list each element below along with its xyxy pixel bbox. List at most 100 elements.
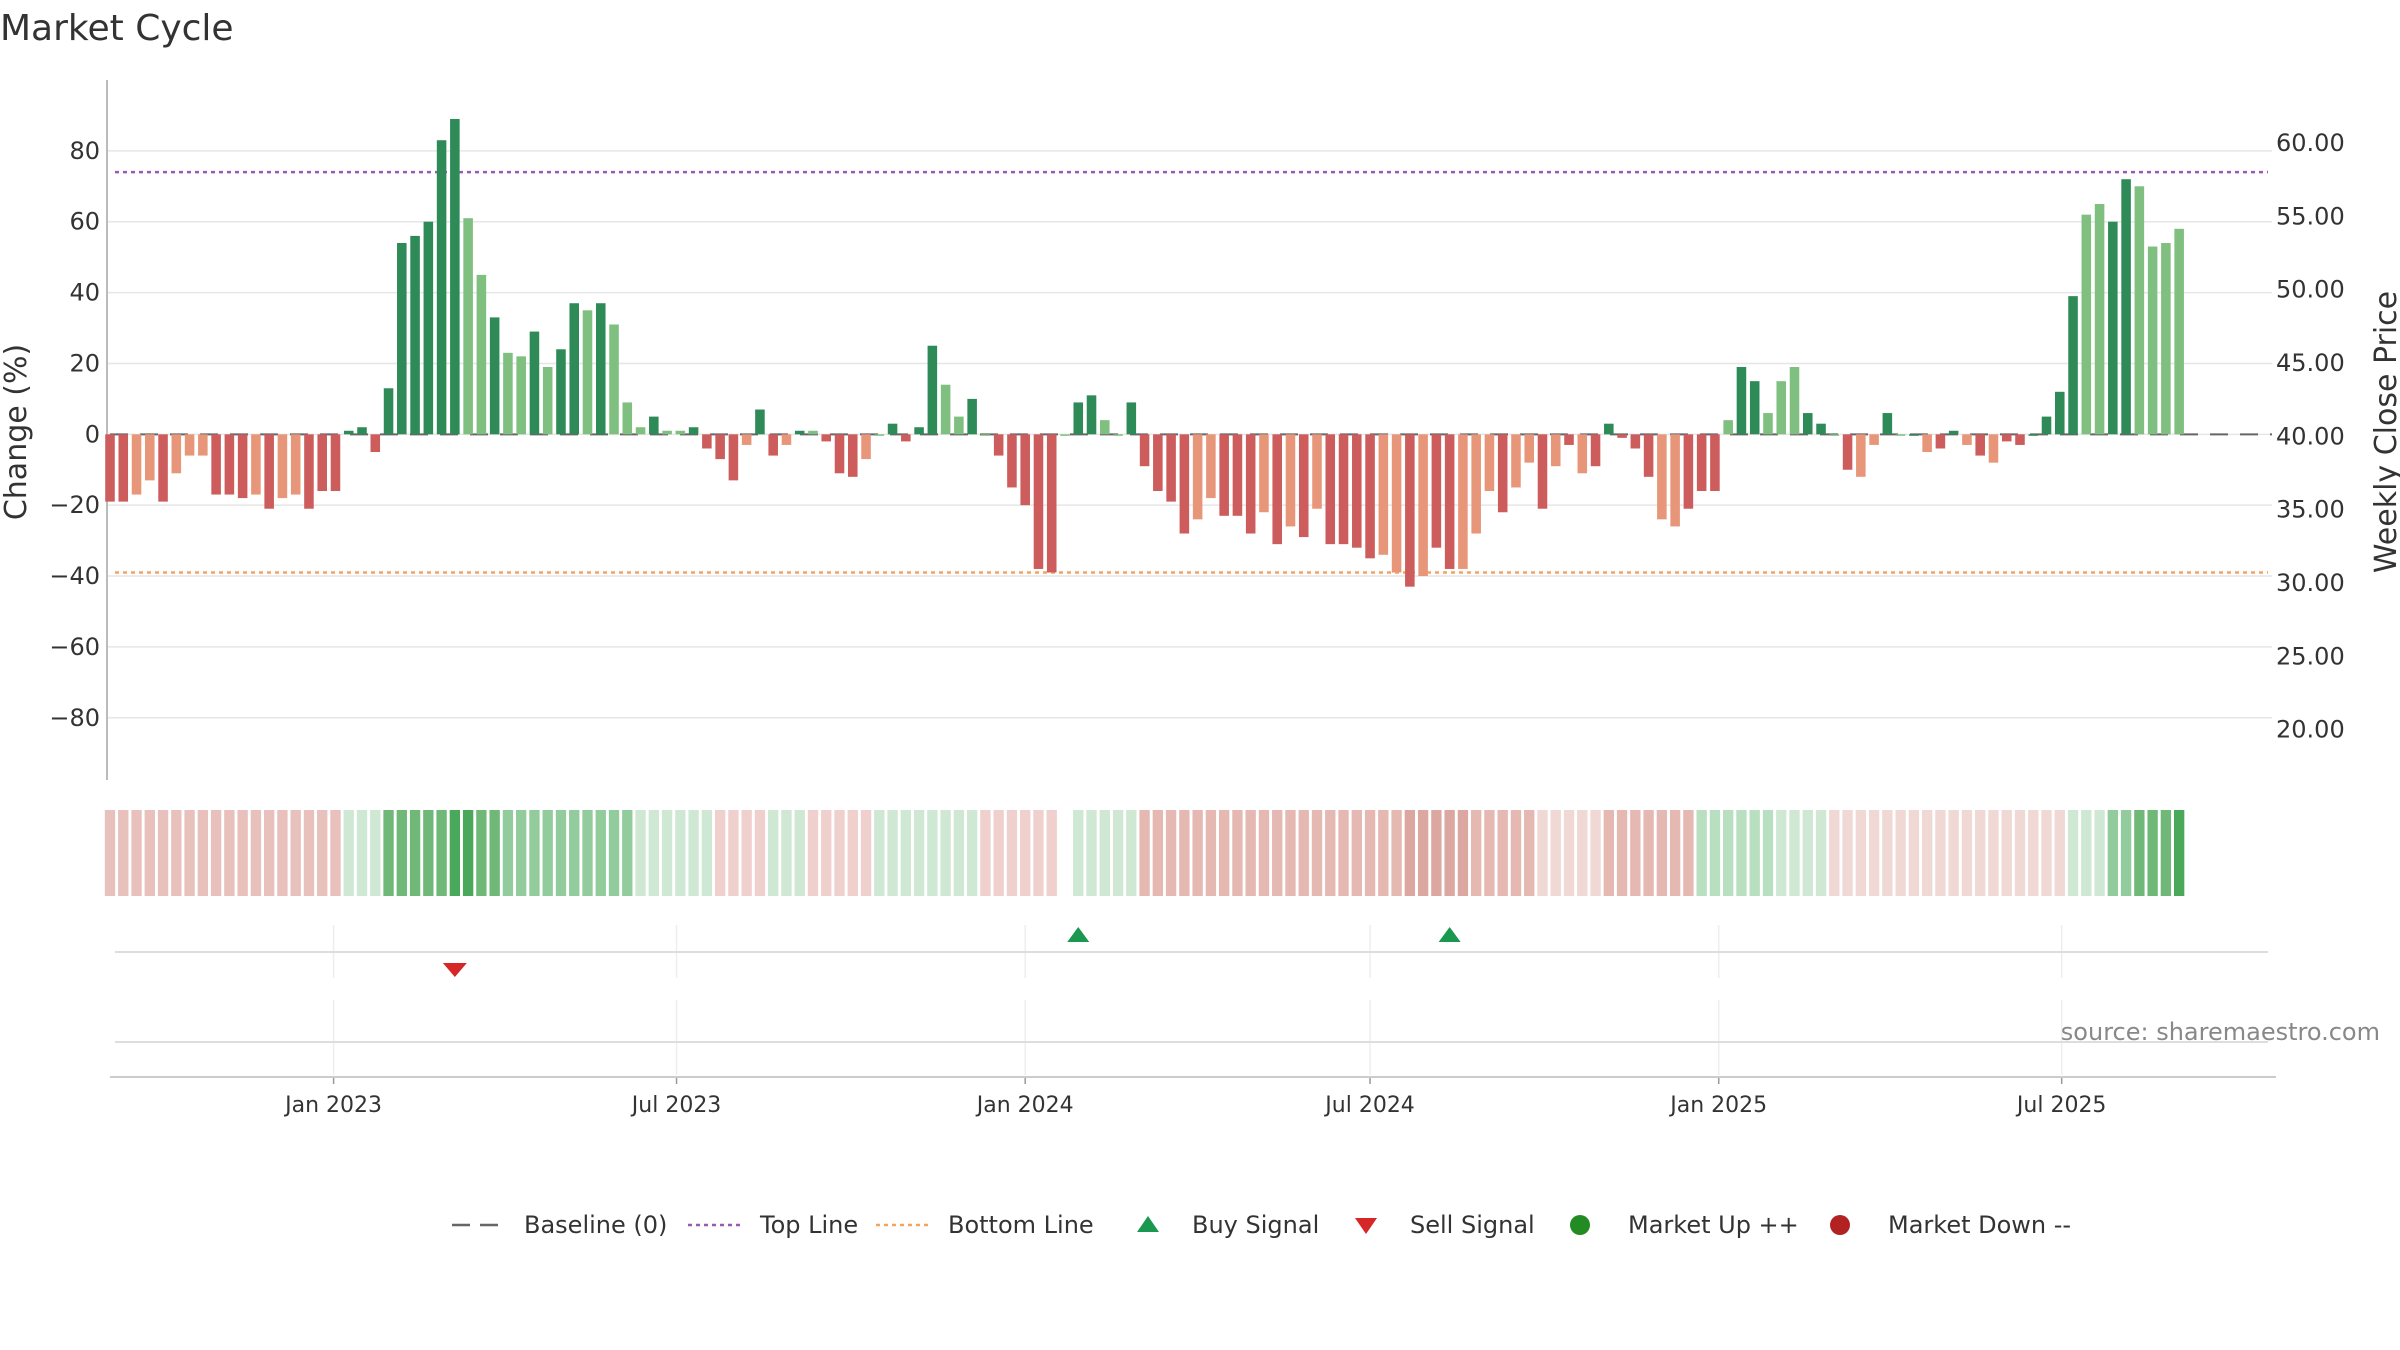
heat-cell	[2001, 810, 2012, 896]
heat-cell	[781, 810, 792, 896]
heat-cell	[1112, 810, 1124, 896]
heat-cell	[1311, 810, 1323, 896]
legend-label: Bottom Line	[948, 1211, 1094, 1239]
change-bar	[211, 434, 221, 495]
change-bar	[1975, 434, 1985, 456]
change-bar	[1829, 434, 1840, 436]
change-bar	[1948, 430, 1959, 435]
heat-cell	[648, 810, 659, 896]
change-bar	[847, 434, 858, 477]
heat-cell	[210, 810, 222, 896]
change-bar	[1895, 434, 1906, 436]
heat-cell	[1218, 810, 1230, 896]
heat-cell	[966, 810, 978, 896]
heat-cell	[2094, 810, 2105, 896]
heat-cell	[383, 810, 394, 896]
y2-tick-label: 20.00	[2276, 716, 2345, 744]
change-bar	[1484, 434, 1495, 492]
heat-cell	[1603, 810, 1614, 896]
change-bar	[768, 434, 778, 456]
heat-cell	[1165, 810, 1177, 896]
reference-lines	[110, 170, 2272, 574]
change-bar	[622, 402, 633, 435]
legend-label: Sell Signal	[1410, 1211, 1535, 1239]
heat-cell	[104, 810, 116, 896]
change-bar	[1670, 434, 1680, 527]
y-tick-label: −80	[49, 704, 100, 732]
change-bar	[2174, 228, 2184, 435]
change-bar	[1550, 434, 1561, 467]
change-bar	[1060, 434, 1070, 436]
x-tick-label: Jul 2023	[630, 1093, 722, 1118]
heat-cell	[1868, 810, 1880, 896]
heat-cell	[1590, 810, 1601, 896]
heat-cell	[754, 810, 766, 896]
change-bar	[1643, 434, 1654, 477]
heat-cell	[1948, 810, 1959, 896]
heat-cell	[1404, 810, 1416, 896]
heat-cell	[1616, 810, 1628, 896]
heat-cell	[171, 810, 182, 896]
heat-cell	[1046, 810, 1057, 896]
change-bar	[2094, 204, 2105, 435]
chart-title: Market Cycle	[0, 8, 234, 49]
y-tick-label: 0	[85, 420, 100, 448]
heat-cell	[1789, 810, 1800, 896]
heat-cell	[2120, 810, 2132, 896]
change-bar	[1789, 366, 1800, 435]
change-bar	[954, 416, 964, 435]
heat-cell	[436, 810, 447, 896]
heat-cell	[197, 810, 209, 896]
change-bar	[224, 434, 235, 495]
heat-cell	[569, 810, 580, 896]
heat-cell	[1457, 810, 1469, 896]
change-bar	[370, 434, 381, 453]
change-bar	[317, 434, 327, 492]
change-bar	[489, 317, 500, 435]
legend-label: Market Up ++	[1628, 1211, 1799, 1239]
heat-cell	[1431, 810, 1442, 896]
heat-cell	[542, 810, 553, 896]
change-bar	[1630, 434, 1641, 449]
heat-cell	[927, 810, 938, 896]
change-bar	[1206, 434, 1216, 499]
heat-cell	[1908, 810, 1920, 896]
change-bar	[105, 434, 115, 502]
change-bar	[171, 434, 182, 474]
legend-label: Top Line	[759, 1211, 858, 1239]
heat-cell	[2147, 810, 2158, 896]
heat-cell	[1815, 810, 1827, 896]
legend-item: Baseline (0)	[452, 1211, 667, 1239]
change-bar	[1431, 434, 1442, 548]
heat-cell	[1126, 810, 1137, 896]
change-bar	[1113, 434, 1123, 436]
change-bar	[1856, 434, 1866, 477]
heat-cell	[1630, 810, 1641, 896]
heat-cell	[118, 810, 129, 896]
change-bar	[2121, 179, 2131, 435]
heat-cell	[1325, 810, 1336, 896]
heat-cell	[701, 810, 713, 896]
change-bar	[1073, 402, 1084, 435]
change-bar	[343, 430, 354, 435]
heat-cell	[887, 810, 898, 896]
change-bar	[2081, 214, 2092, 435]
y-tick-label: −60	[49, 633, 100, 661]
heat-cell	[1205, 810, 1217, 896]
change-bar	[1232, 434, 1243, 516]
y-tick-label: 80	[69, 137, 100, 165]
heat-cell	[714, 810, 726, 896]
change-bar	[1776, 381, 1787, 435]
change-bar	[1245, 434, 1256, 534]
heat-cell	[1709, 810, 1721, 896]
heat-cell	[1696, 810, 1707, 896]
heat-cell	[476, 810, 487, 896]
heat-cell	[529, 810, 540, 896]
change-bar	[542, 366, 553, 435]
change-bar	[290, 434, 301, 495]
change-bar	[980, 434, 991, 436]
change-bar	[675, 430, 686, 435]
change-bar	[1564, 434, 1574, 445]
change-bar	[516, 356, 526, 435]
y-tick-label: 20	[69, 349, 100, 377]
